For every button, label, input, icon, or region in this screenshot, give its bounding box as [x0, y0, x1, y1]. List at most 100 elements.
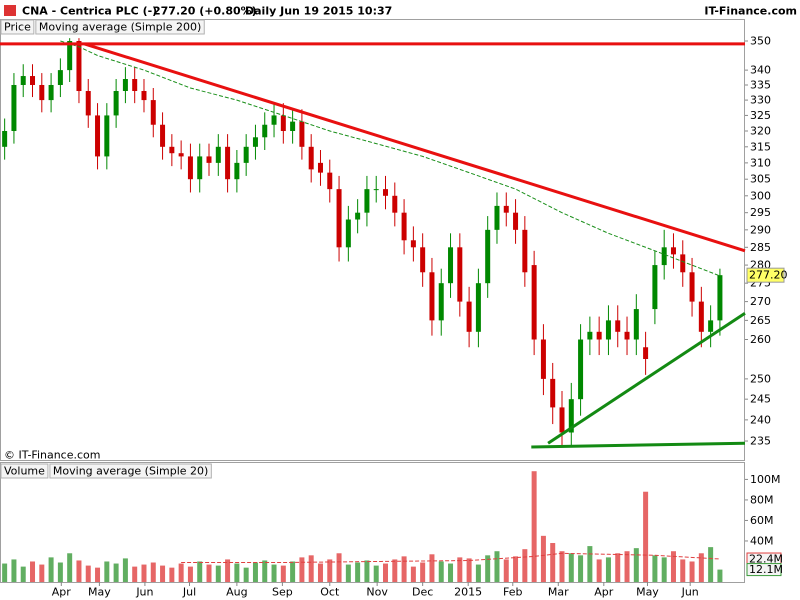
candle-body: [76, 41, 82, 92]
candle-body: [633, 309, 639, 340]
candle-body: [215, 146, 221, 163]
candle-body: [104, 115, 110, 157]
volume-bar: [531, 471, 537, 582]
candle-body: [661, 247, 667, 266]
legend-box: [0, 463, 49, 479]
volume-bar: [401, 556, 407, 582]
y-tick-label: 305: [750, 173, 771, 186]
candle-body: [160, 124, 166, 147]
volume-bar: [615, 553, 621, 582]
candle-body: [48, 84, 54, 101]
candle-body: [643, 347, 649, 360]
volume-bar: [39, 564, 45, 582]
legend-box: [0, 19, 35, 35]
candle-body: [150, 100, 156, 125]
volume-bar: [234, 563, 240, 582]
volume-bar: [122, 558, 128, 582]
volume-bar: [680, 559, 686, 582]
candle-body: [2, 130, 8, 147]
volume-bar: [178, 563, 184, 582]
candle-body: [494, 205, 500, 230]
volume-bar: [85, 565, 91, 582]
candle-body: [466, 301, 472, 332]
candle-body: [57, 70, 63, 85]
y-tick-label: 235: [750, 435, 771, 448]
candle-body: [680, 254, 686, 273]
legend-label: Volume: [4, 465, 45, 478]
candle-body: [122, 79, 128, 92]
x-tick-label: Dec: [412, 586, 433, 599]
trendline: [531, 441, 746, 449]
y-tick-label: 40M: [750, 534, 774, 547]
candle-body: [485, 229, 491, 284]
trendline: [547, 311, 746, 445]
volume-bar: [605, 557, 611, 582]
candle-body: [475, 283, 481, 332]
candle-body: [615, 320, 621, 332]
candle-body: [169, 146, 175, 154]
candle-body: [308, 146, 314, 170]
last-price: 277.20 (+0.80%): [153, 5, 257, 18]
volume-bar: [271, 564, 277, 582]
candle-body: [587, 331, 593, 340]
y-tick-label: 285: [750, 241, 771, 254]
candle-body: [429, 272, 435, 321]
candle-body: [457, 247, 463, 302]
x-tick-label: 2015: [454, 586, 482, 599]
candle-body: [689, 272, 695, 302]
volume-bar: [76, 560, 82, 582]
volume-bar: [698, 553, 704, 582]
volume-bar: [494, 551, 500, 582]
volume-bar: [420, 562, 426, 582]
candle-body: [717, 275, 723, 321]
legend-label: Price: [4, 21, 31, 34]
volume-bar: [132, 566, 138, 582]
volume-bar: [169, 567, 175, 582]
candle-body: [596, 331, 602, 340]
volume-bar: [670, 551, 676, 582]
volume-bar: [364, 560, 370, 582]
volume-bar: [187, 566, 193, 582]
candle-body: [317, 162, 323, 173]
legend-box: [35, 19, 205, 35]
candle-body: [252, 137, 258, 147]
y-tick-label: 270: [750, 295, 771, 308]
y-tick-label: 240: [750, 413, 771, 426]
candle-body: [243, 146, 249, 163]
volume-bar: [373, 565, 379, 582]
candle-body: [522, 229, 528, 273]
volume-bar: [410, 566, 416, 582]
last-value-label: 277.20: [749, 269, 788, 282]
volume-bar: [643, 491, 649, 582]
volume-bar: [11, 559, 17, 582]
y-tick-label: 260: [750, 333, 771, 346]
y-tick-label: 320: [750, 124, 771, 137]
volume-bar: [206, 564, 212, 582]
volume-bar: [48, 557, 54, 582]
volume-bar: [652, 555, 658, 582]
candle-body: [364, 189, 370, 213]
candle-body: [39, 84, 45, 101]
volume-bar: [262, 560, 268, 582]
candle-body: [336, 189, 342, 248]
y-tick-label: 310: [750, 156, 771, 169]
copyright: © IT-Finance.com: [4, 449, 101, 462]
period: Daily Jun 19 2015 10:37: [245, 5, 392, 18]
candle-body: [30, 76, 36, 85]
candle-body: [605, 320, 611, 340]
volume-bar: [57, 562, 63, 582]
volume-bar: [466, 558, 472, 582]
x-tick-label: Jul: [182, 586, 196, 599]
volume-bar: [308, 555, 314, 582]
volume-bar: [2, 563, 8, 582]
volume-bar: [67, 553, 73, 582]
volume-bar: [438, 561, 444, 582]
last-value-label: 12.1M: [749, 563, 783, 576]
last-value-label: 22.4M: [749, 553, 783, 566]
volume-bar: [280, 565, 286, 582]
candle-body: [531, 265, 537, 340]
candle-body: [373, 189, 379, 191]
candle-body: [698, 301, 704, 332]
volume-bar: [708, 547, 714, 582]
volume-bar: [633, 548, 639, 582]
